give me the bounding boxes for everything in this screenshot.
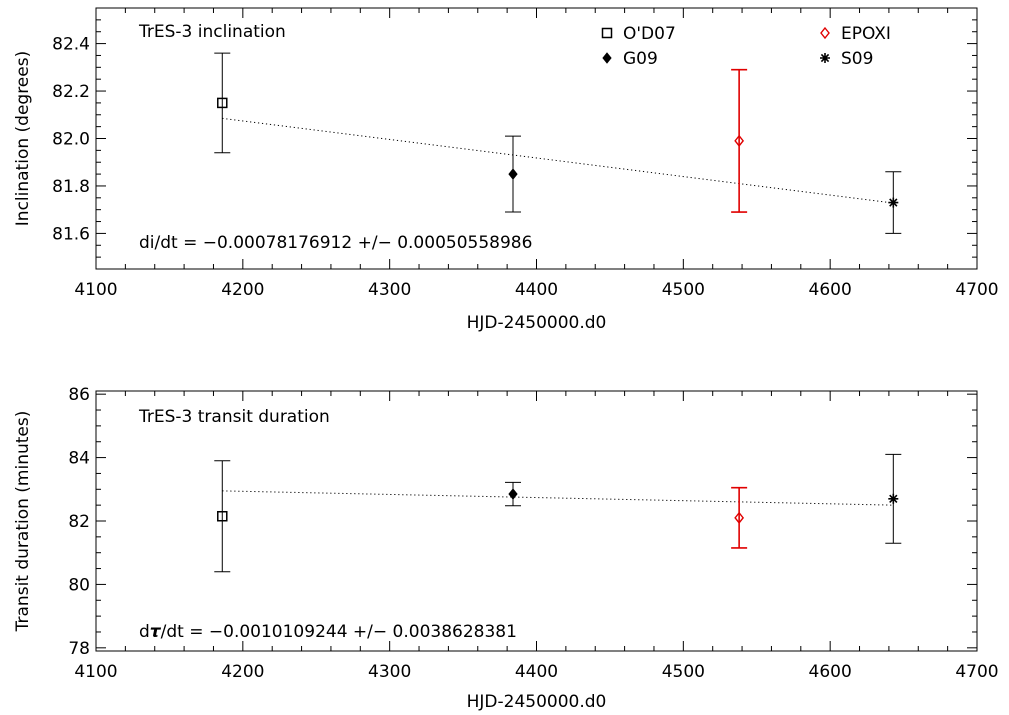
legend: O'D07 G09 EPOXI S09 (601, 24, 891, 69)
x-tick-label: 4500 (662, 280, 705, 300)
slope-annotation: di/dt = −0.00078176912 +/− 0.00050558986 (139, 233, 532, 253)
series-epoxi (731, 68, 748, 213)
data-point (508, 168, 518, 180)
plot-frame (95, 7, 978, 270)
y-axis-label: Inclination (degrees) (13, 51, 33, 226)
x-tick-label: 4400 (515, 662, 558, 682)
slope-annotation: dτ/dt = −0.0010109244 +/− 0.0038628381 (139, 622, 517, 642)
plot-frame (95, 390, 978, 652)
series-s09 (885, 171, 902, 234)
y-axis-label: Transit duration (minutes) (13, 411, 33, 633)
series-g09 (505, 135, 522, 213)
chart-panel-2: 4100 4200 4300 4400 4500 4600 4700 78 80 82 84 86 HJ… (13, 385, 999, 712)
x-tick-label: 4300 (368, 280, 411, 300)
legend-marker (820, 53, 830, 63)
data-point (217, 510, 228, 522)
y-tick-label: 84 (68, 449, 90, 469)
x-tick-label: 4100 (74, 662, 117, 682)
legend-marker (601, 27, 613, 39)
y-tick-label: 81.6 (52, 224, 90, 244)
x-axis-label: HJD-2450000.d0 (467, 313, 607, 333)
legend-marker (602, 52, 612, 64)
panel-title: TrES-3 inclination (138, 22, 286, 42)
panel-title: TrES-3 transit duration (138, 407, 330, 427)
y-tick-label: 82 (68, 512, 90, 532)
data-point (734, 511, 745, 524)
chart-panel-1: 4100 4200 4300 4400 4500 4600 4700 81.6 81.8 82.0… (13, 7, 999, 333)
legend-label: EPOXI (841, 24, 891, 44)
y-tick-label: 78 (68, 639, 90, 659)
x-tick-label: 4600 (809, 662, 852, 682)
data-point (888, 493, 899, 504)
y-tick-label: 80 (68, 575, 90, 595)
data-point (508, 488, 518, 500)
legend-label: O'D07 (623, 24, 676, 44)
y-tick-label: 82.4 (52, 35, 90, 55)
x-tick-label: 4700 (955, 662, 998, 682)
data-point (734, 134, 745, 147)
annotation-suffix: /dt = −0.0010109244 +/− 0.0038628381 (161, 622, 517, 642)
annotation-tau: τ (150, 622, 162, 642)
series-s09 (885, 453, 902, 544)
legend-label: S09 (841, 49, 873, 69)
y-tick-label: 82.0 (52, 130, 90, 150)
y-tick-label: 82.2 (52, 82, 90, 102)
annotation-prefix: d (139, 622, 150, 642)
x-tick-label: 4300 (368, 662, 411, 682)
x-tick-label: 4500 (662, 662, 705, 682)
data-point (888, 197, 899, 208)
series-epoxi (731, 486, 748, 549)
y-tick-label: 81.8 (52, 177, 90, 197)
y-tick-label: 86 (68, 385, 90, 405)
x-tick-label: 4600 (809, 280, 852, 300)
x-tick-label: 4200 (221, 280, 264, 300)
legend-label: G09 (623, 49, 658, 69)
fit-line (222, 117, 894, 204)
x-tick-label: 4200 (221, 662, 264, 682)
series-g09 (505, 481, 522, 507)
series-od07 (214, 460, 231, 573)
legend-marker (820, 26, 830, 40)
x-tick-label: 4100 (74, 280, 117, 300)
x-axis-label: HJD-2450000.d0 (467, 692, 607, 712)
fit-line (222, 490, 894, 506)
data-point (217, 97, 228, 109)
x-tick-label: 4700 (955, 280, 998, 300)
x-tick-label: 4400 (515, 280, 558, 300)
series-od07 (214, 52, 231, 154)
